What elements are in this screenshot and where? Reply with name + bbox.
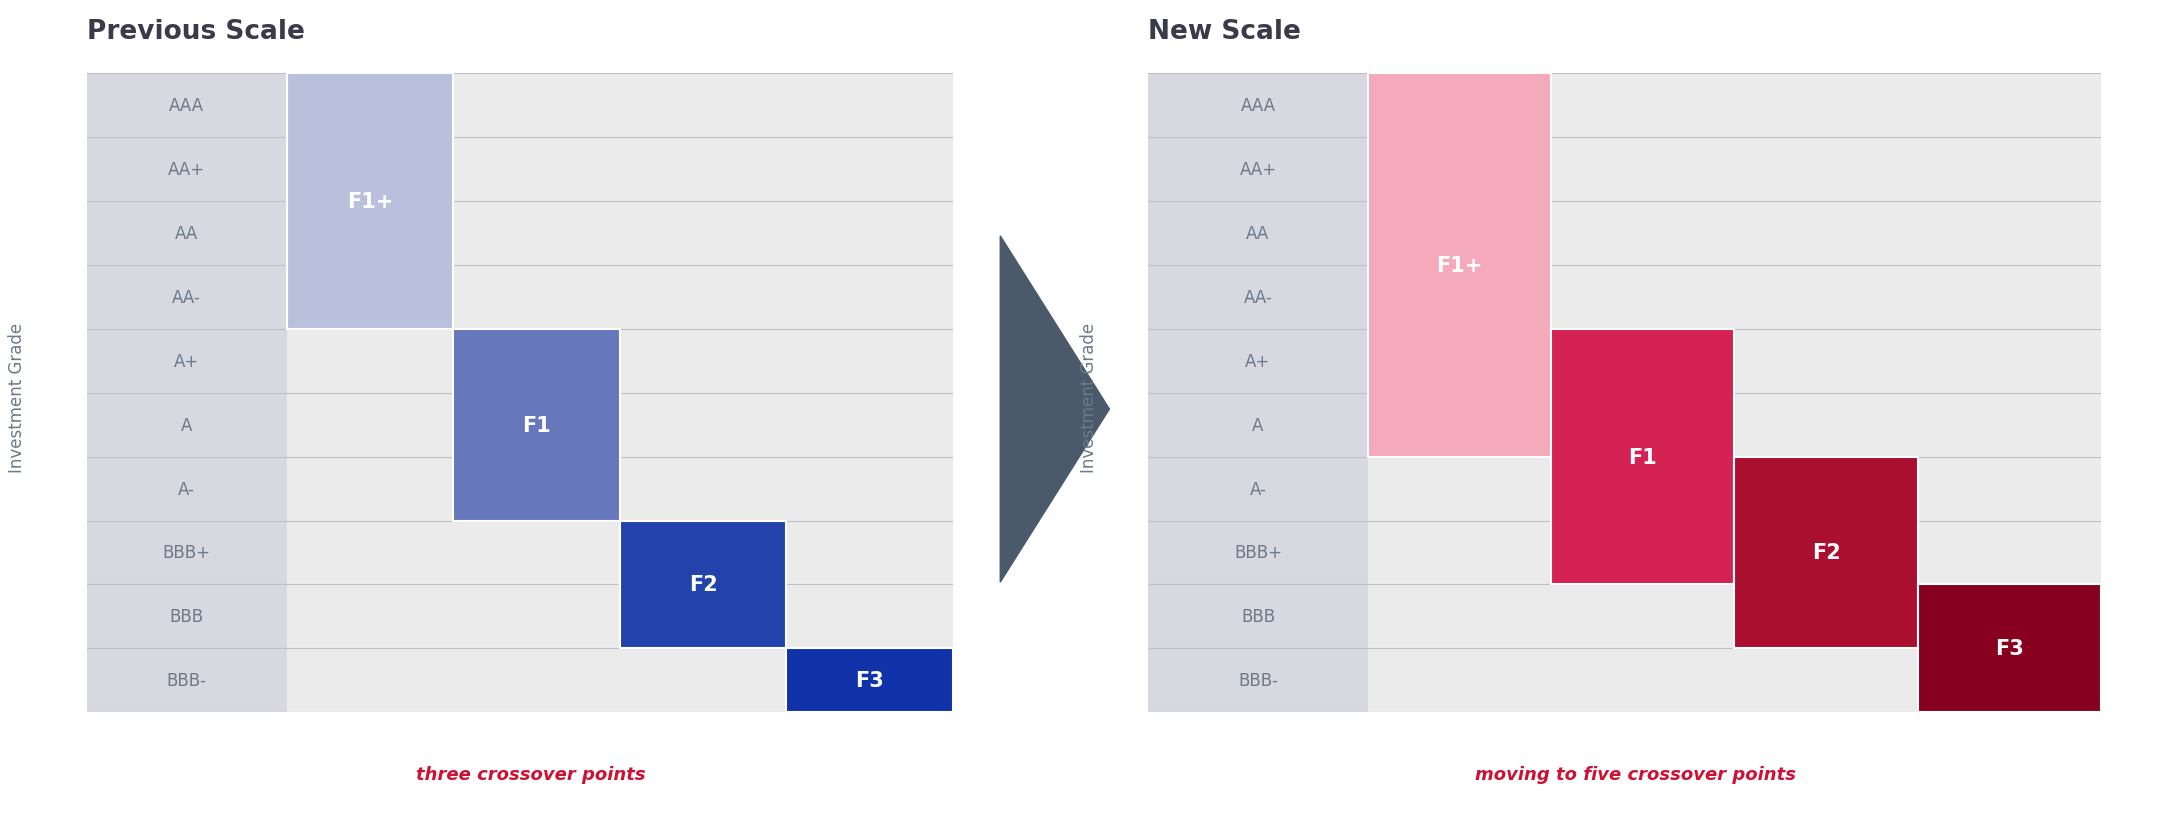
- Text: New Scale: New Scale: [1148, 19, 1302, 45]
- Text: F2: F2: [1811, 543, 1841, 563]
- Text: A+: A+: [173, 352, 199, 370]
- Text: A+: A+: [1245, 352, 1271, 370]
- Text: AA: AA: [1245, 224, 1269, 242]
- Text: AA+: AA+: [169, 161, 206, 179]
- Text: BBB: BBB: [1241, 608, 1276, 626]
- Text: BBB-: BBB-: [167, 672, 206, 690]
- Text: A: A: [182, 416, 193, 434]
- Text: A-: A-: [1250, 480, 1267, 498]
- Text: BBB+: BBB+: [162, 544, 210, 562]
- Text: three crossover points: three crossover points: [416, 765, 645, 783]
- Text: F1+: F1+: [1436, 256, 1484, 275]
- Text: AA-: AA-: [1243, 288, 1271, 306]
- Text: BBB+: BBB+: [1235, 544, 1282, 562]
- Text: A-: A-: [178, 480, 195, 498]
- Text: BBB: BBB: [169, 608, 204, 626]
- FancyBboxPatch shape: [786, 649, 953, 713]
- FancyBboxPatch shape: [1735, 457, 1917, 649]
- Text: F1: F1: [522, 415, 550, 435]
- FancyBboxPatch shape: [1148, 74, 1369, 713]
- FancyBboxPatch shape: [453, 329, 619, 521]
- FancyBboxPatch shape: [286, 74, 453, 329]
- Text: AAA: AAA: [1241, 97, 1276, 115]
- FancyBboxPatch shape: [1369, 74, 1551, 457]
- Text: F1+: F1+: [347, 192, 392, 211]
- Text: Previous Scale: Previous Scale: [87, 19, 305, 45]
- Text: Investment Grade: Investment Grade: [1081, 322, 1098, 473]
- Text: Investment Grade: Investment Grade: [9, 322, 26, 473]
- Text: F1: F1: [1629, 447, 1657, 467]
- FancyBboxPatch shape: [619, 521, 786, 649]
- Text: AA-: AA-: [173, 288, 201, 306]
- Text: F3: F3: [1995, 639, 2023, 658]
- FancyBboxPatch shape: [1917, 585, 2101, 713]
- Text: BBB-: BBB-: [1239, 672, 1278, 690]
- Text: A: A: [1252, 416, 1263, 434]
- Text: AA+: AA+: [1239, 161, 1276, 179]
- Text: F3: F3: [856, 671, 884, 690]
- FancyBboxPatch shape: [1551, 329, 1735, 585]
- Text: moving to five crossover points: moving to five crossover points: [1475, 765, 1796, 783]
- Text: F2: F2: [689, 575, 717, 595]
- Text: AAA: AAA: [169, 97, 204, 115]
- Text: AA: AA: [175, 224, 199, 242]
- FancyBboxPatch shape: [87, 74, 286, 713]
- Polygon shape: [1001, 237, 1109, 582]
